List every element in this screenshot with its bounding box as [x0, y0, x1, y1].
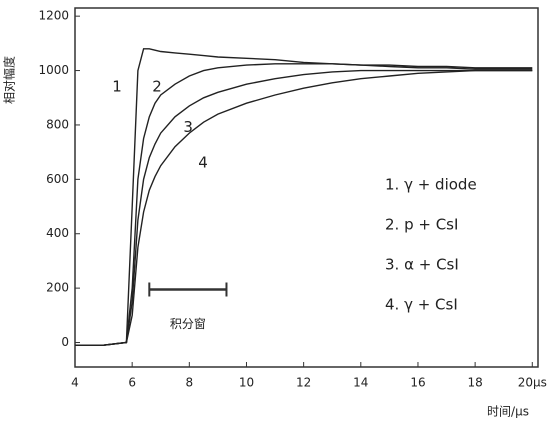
plot-frame: [74, 7, 539, 368]
x-axis-label: 时间/µs: [487, 405, 529, 419]
series-line: [75, 69, 533, 346]
series-line: [75, 63, 533, 346]
x-tick-label: 20µs: [518, 376, 547, 390]
legend-label: 3. α + CsI: [385, 256, 459, 274]
legend-label: 2. p + CsI: [385, 216, 458, 234]
x-tick-label: 18: [467, 376, 482, 390]
x-tick-label: 14: [353, 376, 368, 390]
y-tick-label: 800: [46, 117, 69, 131]
curve-label: 1: [112, 77, 122, 95]
curve-label: 3: [183, 118, 193, 136]
y-tick-label: 0: [61, 335, 69, 349]
series-line: [75, 48, 533, 346]
x-tick-label: 10: [239, 376, 254, 390]
y-tick-label: 1000: [38, 63, 69, 77]
y-tick-label: 400: [46, 226, 69, 240]
y-axis-label: 相对幅度: [2, 56, 17, 104]
y-tick-label: 200: [46, 281, 69, 295]
y-tick-label: 1200: [38, 9, 69, 23]
legend-label: 1. γ + diode: [385, 176, 477, 194]
x-tick-label: 6: [128, 376, 136, 390]
x-tick-label: 4: [71, 376, 79, 390]
curve-label: 2: [152, 77, 162, 95]
x-tick-label: 8: [186, 376, 194, 390]
window-label: 积分窗: [170, 317, 206, 331]
x-tick-label: 16: [410, 376, 425, 390]
series-line: [75, 69, 533, 346]
legend-label: 4. γ + CsI: [385, 296, 458, 314]
curve-label: 4: [198, 154, 208, 172]
x-tick-label: 12: [296, 376, 311, 390]
y-tick-label: 600: [46, 172, 69, 186]
